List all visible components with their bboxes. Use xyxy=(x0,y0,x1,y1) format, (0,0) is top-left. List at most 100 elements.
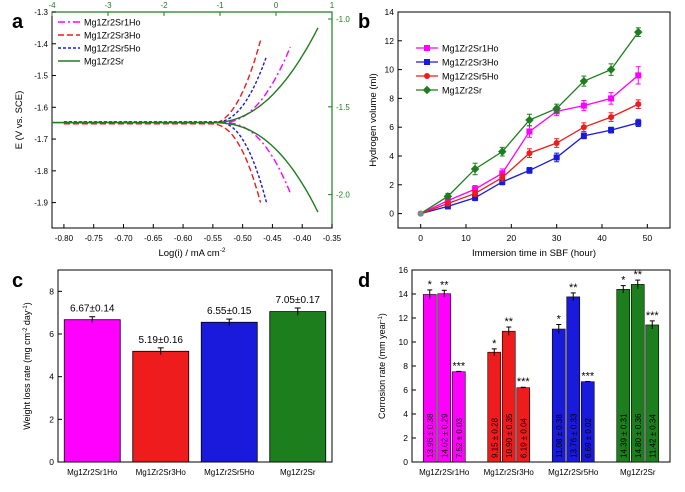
panel-d-y-tick-label: 16 xyxy=(399,265,409,275)
panel-a-legend-label: Mg1Zr2Sr1Ho xyxy=(84,18,141,28)
panel-b-point xyxy=(499,174,506,181)
panel-b-point xyxy=(472,186,479,193)
panel-b-y-tick-label: 0 xyxy=(389,209,394,219)
panel-a-legend-label: Mg1Zr2Sr5Ho xyxy=(84,44,141,54)
panel-c-value-label: 6.55±0.15 xyxy=(207,306,252,317)
panel-b-legend-label: Mg1Zr2Sr5Ho xyxy=(442,72,499,82)
panel-c-value-label: 7.05±0.17 xyxy=(276,295,321,306)
panel-a-legend-label: Mg1Zr2Sr3Ho xyxy=(84,31,141,41)
panel-b-x-tick-label: 0 xyxy=(418,233,423,243)
panel-c-category-label: Mg1Zr2Sr xyxy=(280,468,316,477)
panel-b-letter: b xyxy=(358,11,370,33)
panel-d-significance-mark: ** xyxy=(504,316,513,328)
panel-d-significance-mark: * xyxy=(428,279,433,291)
panel-a-x-tick-label: -0.75 xyxy=(85,234,104,243)
panel-a-series-cathodic-Mg1Zr2Sr3Ho xyxy=(63,123,262,203)
panel-c-y-label: Weight loss rate (mg cm-2 day-1) xyxy=(22,302,32,430)
panel-b-y-tick-label: 10 xyxy=(385,65,395,75)
panel-c-y-label-mid: day xyxy=(22,310,32,328)
panel-d-value-label: 11.08 ± 0.38 xyxy=(555,414,564,458)
panel-b-legend-label: Mg1Zr2Sr xyxy=(442,86,482,96)
panel-d-letter: d xyxy=(358,270,370,292)
panel-d-y-label-main: Corrosion rate (mm year xyxy=(377,321,387,419)
panel-d-value-label: 10.90 ± 0.35 xyxy=(505,413,514,458)
panel-d-significance-mark: ** xyxy=(440,279,449,291)
panel-d-significance-mark: *** xyxy=(581,370,595,382)
panel-c-bar-Mg1Zr2Sr5Ho xyxy=(200,321,258,463)
panel-d-significance-mark: * xyxy=(621,275,626,287)
panel-a-x-tick-label: -0.35 xyxy=(323,234,342,243)
panel-a-x-tick-label: -0.40 xyxy=(293,234,312,243)
panel-c-value-label: 6.67±0.14 xyxy=(70,304,115,315)
panel-b-x-tick-label: 40 xyxy=(597,233,607,243)
panel-c-y-label-main: Weight loss rate (mg cm xyxy=(22,333,32,430)
panel-a-x-tick-label: -0.80 xyxy=(55,234,74,243)
panel-c-bar-Mg1Zr2Sr xyxy=(269,311,327,463)
panel-a-x-tick-label: -0.45 xyxy=(263,234,282,243)
panel-a-legend-label: Mg1Zr2Sr xyxy=(84,57,124,67)
panel-d-y-tick-label: 10 xyxy=(399,337,409,347)
panel-c-weight-loss-chart: c 0 2 4 6 8 Weight loss rate (mg cm-2 day-1) 6.… xyxy=(12,269,333,477)
panel-b-point xyxy=(580,132,587,139)
panel-a-y-tick-label: -1.4 xyxy=(34,40,48,49)
panel-d-significance-mark: * xyxy=(557,313,562,325)
panel-b-legend-marker xyxy=(424,45,430,51)
panel-d-y-tick-label: 14 xyxy=(399,289,409,299)
panel-d-category-label: Mg1Zr2Sr1Ho xyxy=(419,468,470,477)
panel-a-x-label-sup: -2 xyxy=(220,247,226,254)
panel-d-category-label: Mg1Zr2Sr3Ho xyxy=(484,468,535,477)
panel-b-y-label: Hydrogen volume (ml) xyxy=(368,73,379,166)
panel-d-value-label: 14.02 ± 0.29 xyxy=(440,413,449,458)
panel-a-series-cathodic-Mg1Zr2Sr5Ho xyxy=(63,121,268,203)
panel-b-point xyxy=(608,95,615,102)
panel-d-corrosion-rate-chart: d 0 2 4 6 8 10 12 14 16 Corrosion rate (mm year-1)… xyxy=(358,265,671,477)
panel-a-polarization-chart: a -0.80 -0.75 -0.70 -0.65 -0.60 -0.55 -0.50 -0.4… xyxy=(12,1,350,259)
panel-b-point xyxy=(553,140,560,147)
panel-b-point xyxy=(635,72,642,79)
panel-c-y-label-sup: -2 xyxy=(23,327,29,333)
panel-a-x-tick-label: -0.70 xyxy=(114,234,133,243)
panel-c-y-tick-label: 6 xyxy=(49,329,54,339)
panel-b-point xyxy=(580,102,587,109)
panel-b-legend-marker xyxy=(424,73,430,79)
panel-b-point xyxy=(499,178,506,185)
panel-b-point xyxy=(526,150,533,157)
panel-c-y-label-sup: -1 xyxy=(23,305,29,311)
panel-b-y-tick-label: 4 xyxy=(389,151,394,161)
panel-d-significance-mark: ** xyxy=(569,282,578,294)
panel-b-y-tick-label: 6 xyxy=(389,122,394,132)
panel-a-series-anodic-Mg1Zr2Sr1Ho xyxy=(63,46,291,124)
panel-a-series-anodic-Mg1Zr2Sr xyxy=(52,27,319,124)
panel-b-legend-marker xyxy=(424,59,430,65)
panel-d-value-label: 14.80 ± 0.36 xyxy=(634,413,643,458)
panel-a-right-tick-label: -2.0 xyxy=(336,191,350,200)
panel-a-y-tick-label: -1.3 xyxy=(34,8,48,17)
panel-a-top-tick-label: -1 xyxy=(216,1,224,10)
panel-d-y-tick-label: 8 xyxy=(403,361,408,371)
panel-b-point xyxy=(499,170,506,177)
panel-d-value-label: 13.76 ± 0.33 xyxy=(569,413,578,458)
panel-b-y-tick-label: 14 xyxy=(385,7,395,17)
panel-b-point xyxy=(498,147,507,156)
panel-b-y-tick-label: 2 xyxy=(389,180,394,190)
panel-c-category-label: Mg1Zr2Sr5Ho xyxy=(204,468,255,477)
panel-b-point xyxy=(635,101,642,108)
panel-a-y-tick-label: -1.7 xyxy=(34,135,48,144)
panel-a-y-tick-label: -1.8 xyxy=(34,167,48,176)
panel-a-series-cathodic-Mg1Zr2Sr xyxy=(52,121,319,213)
panel-c-letter: c xyxy=(12,270,23,292)
panel-d-y-tick-label: 4 xyxy=(403,409,408,419)
panel-c-y-tick-label: 0 xyxy=(49,457,54,467)
panel-c-category-label: Mg1Zr2Sr3Ho xyxy=(136,468,187,477)
panel-c-category-label: Mg1Zr2Sr1Ho xyxy=(67,468,118,477)
panel-d-y-tick-label: 12 xyxy=(399,313,409,323)
panel-a-top-tick-label: 1 xyxy=(330,1,335,10)
panel-d-significance-mark: ** xyxy=(633,269,642,281)
panel-a-x-tick-label: -0.60 xyxy=(174,234,193,243)
panel-a-y-label: E (V vs. SCE) xyxy=(14,91,25,150)
panel-b-y-tick-label: 8 xyxy=(389,93,394,103)
panel-b-point xyxy=(470,164,480,174)
panel-a-x-label-main: Log(i) / mA cm xyxy=(158,248,219,259)
panel-c-y-tick-label: 4 xyxy=(49,372,54,382)
